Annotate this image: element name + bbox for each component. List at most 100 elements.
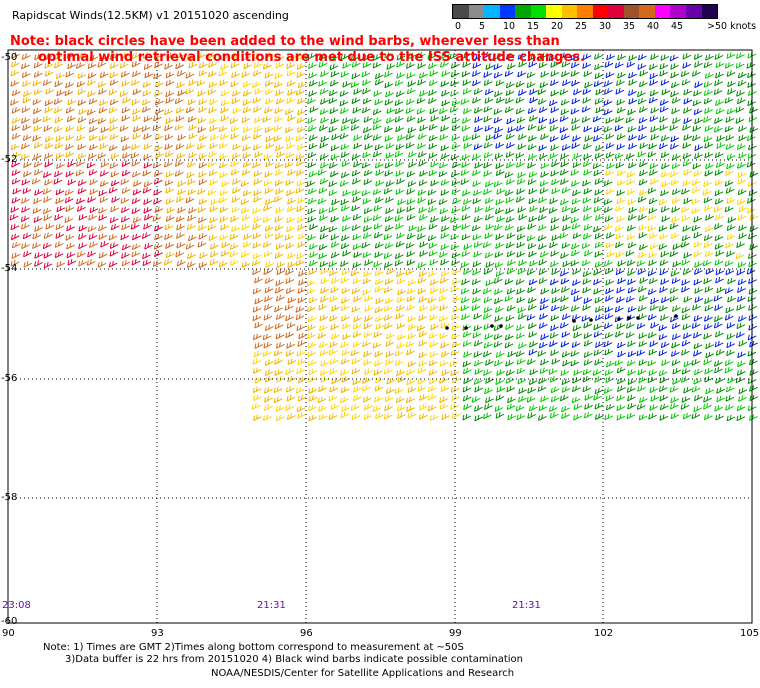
wind-barb — [353, 160, 362, 168]
wind-barb — [394, 259, 404, 267]
wind-barb — [397, 405, 406, 412]
wind-barb — [649, 63, 658, 71]
wind-barb — [626, 188, 636, 196]
wind-barb — [570, 53, 580, 61]
wind-barb — [176, 232, 185, 239]
wind-barb — [681, 188, 690, 195]
wind-barb — [649, 242, 659, 250]
wind-barb — [485, 223, 495, 231]
wind-barb — [418, 296, 428, 303]
wind-barb — [285, 331, 294, 339]
wind-barb — [649, 115, 659, 123]
lon-label: 105 — [740, 628, 760, 639]
wind-barb — [99, 71, 109, 79]
wind-barb — [549, 152, 559, 159]
legend-label: 25 — [575, 21, 588, 32]
wind-barb — [231, 152, 241, 160]
wind-barb — [616, 286, 625, 294]
wind-barb — [54, 142, 64, 150]
wind-barb — [319, 369, 329, 376]
wind-barb — [735, 376, 745, 384]
wind-barb — [406, 170, 416, 178]
wind-barb — [165, 117, 175, 125]
wind-barb — [329, 295, 339, 303]
wind-barb — [416, 324, 426, 332]
wind-barb — [363, 216, 373, 223]
wind-barb — [538, 268, 548, 276]
contamination-dot — [445, 326, 449, 330]
wind-barb — [254, 297, 264, 305]
wind-barb — [208, 234, 218, 241]
wind-barb — [605, 71, 615, 79]
wind-barb — [515, 152, 525, 159]
wind-barb — [726, 341, 736, 349]
wind-barb — [628, 89, 637, 97]
wind-barb — [361, 241, 371, 249]
wind-barb — [517, 171, 526, 179]
wind-barb — [560, 270, 569, 277]
wind-barb — [505, 207, 515, 215]
wind-barb — [648, 197, 658, 205]
wind-barb — [429, 107, 439, 115]
wind-barb — [660, 314, 669, 321]
wind-barb — [637, 97, 647, 105]
wind-barb — [353, 251, 363, 259]
wind-barb — [44, 152, 54, 160]
wind-barb — [460, 52, 470, 60]
wind-barb — [570, 61, 580, 69]
wind-barb — [177, 180, 187, 187]
wind-barb — [372, 117, 382, 125]
wind-barb — [573, 414, 582, 421]
wind-barb — [273, 396, 283, 404]
wind-barb — [559, 169, 569, 176]
wind-barb — [417, 385, 427, 392]
contamination-dot — [636, 316, 640, 320]
wind-barb — [143, 63, 153, 71]
wind-barb — [594, 306, 604, 313]
wind-barb — [594, 376, 603, 383]
wind-barb — [142, 90, 152, 97]
wind-barb — [440, 152, 450, 160]
wind-barb — [705, 214, 714, 221]
wind-barb — [264, 107, 273, 114]
wind-barb — [592, 115, 602, 123]
wind-barb — [507, 350, 517, 358]
wind-barb — [582, 286, 592, 294]
wind-barb — [229, 117, 239, 124]
wind-barb — [363, 169, 373, 177]
wind-barb — [33, 61, 43, 69]
wind-barb — [639, 69, 649, 77]
wind-barb — [207, 52, 217, 59]
wind-barb — [550, 79, 559, 87]
contamination-dot — [627, 316, 631, 320]
wind-barb — [319, 314, 329, 322]
wind-barb — [406, 87, 416, 95]
wind-barb — [152, 260, 162, 267]
wind-barb — [494, 251, 504, 258]
wind-barb — [307, 197, 317, 205]
wind-barb — [594, 72, 604, 80]
wind-barb — [494, 405, 504, 412]
wind-barb — [659, 63, 669, 70]
wind-barb — [474, 116, 483, 123]
wind-barb — [658, 333, 668, 341]
wind-barb — [561, 331, 571, 338]
wind-barb — [462, 385, 472, 393]
wind-barb — [505, 81, 515, 89]
wind-barb — [549, 99, 558, 107]
wind-barb — [439, 304, 449, 312]
wind-barb — [385, 90, 394, 98]
wind-barb — [363, 232, 372, 240]
wind-barb — [538, 61, 548, 69]
wind-barb — [251, 259, 261, 267]
wind-barb — [307, 161, 317, 169]
wind-barb — [53, 98, 63, 105]
wind-barb — [317, 332, 327, 339]
wind-barb — [429, 259, 439, 266]
wind-barb — [108, 187, 118, 194]
wind-barb — [537, 350, 547, 357]
wind-barb — [614, 305, 624, 313]
wind-barb — [603, 126, 613, 133]
wind-barb — [330, 241, 340, 248]
wind-barb — [582, 270, 592, 278]
